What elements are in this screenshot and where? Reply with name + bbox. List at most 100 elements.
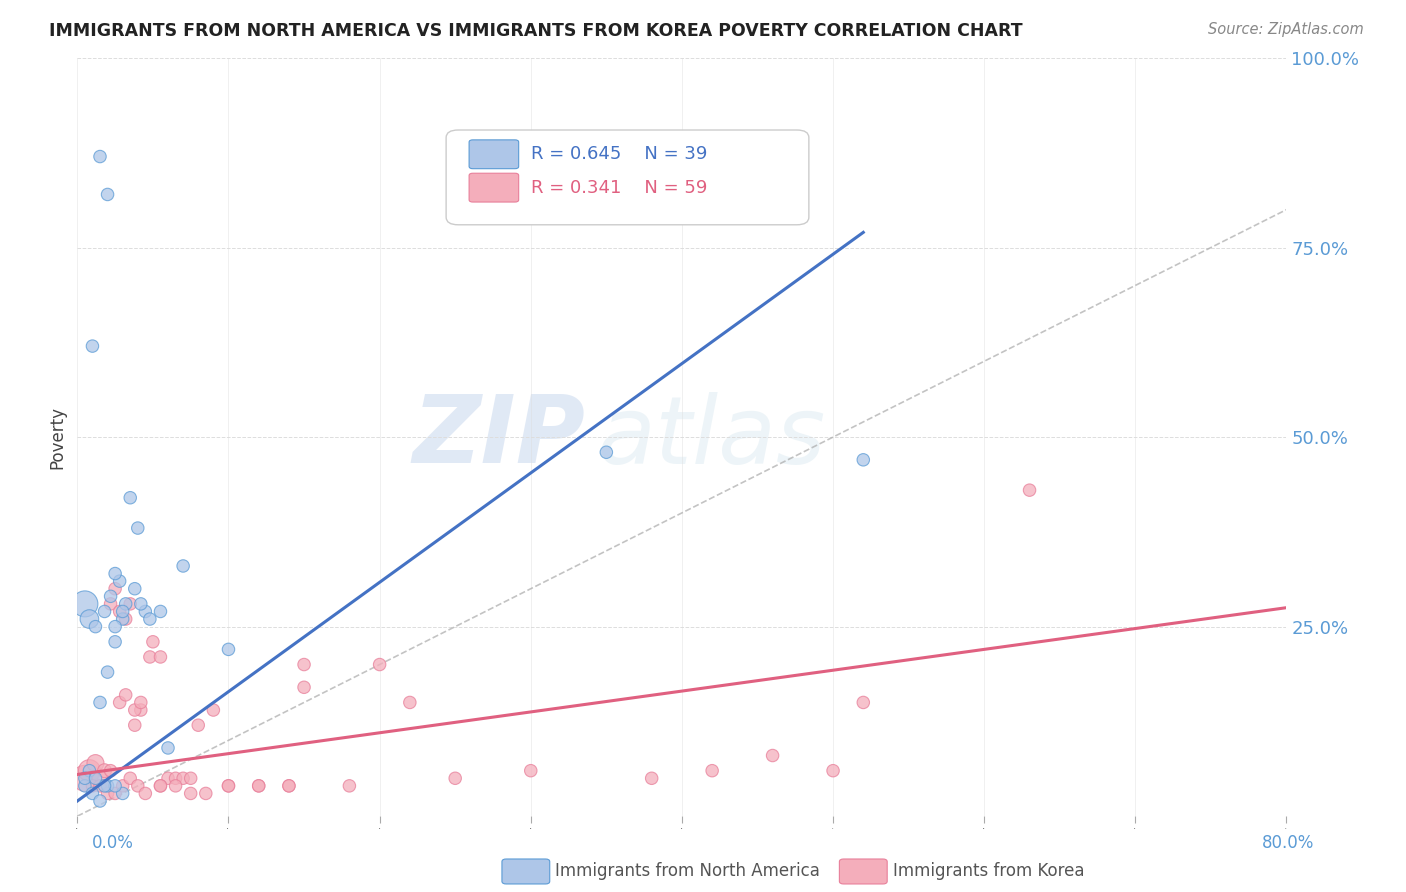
Text: Immigrants from North America: Immigrants from North America [555, 863, 820, 880]
Point [104, 566, 127, 581]
Point [82, 779, 104, 793]
Point [108, 696, 131, 710]
Point [157, 771, 180, 786]
Y-axis label: Poverty: Poverty [48, 406, 66, 468]
Point [194, 787, 217, 801]
Point [89, 779, 111, 793]
Point [149, 779, 172, 793]
Point [278, 779, 301, 793]
Text: Source: ZipAtlas.com: Source: ZipAtlas.com [1208, 22, 1364, 37]
Point [218, 779, 240, 793]
Point [139, 612, 162, 626]
Point [120, 491, 142, 505]
Point [96, 787, 118, 801]
Point [520, 764, 543, 778]
Point [73, 779, 96, 793]
Point [134, 787, 156, 801]
Text: atlas: atlas [598, 392, 825, 483]
Point [129, 696, 152, 710]
Point [218, 779, 240, 793]
Point [89, 771, 111, 786]
Text: Immigrants from Korea: Immigrants from Korea [893, 863, 1084, 880]
Point [114, 597, 136, 611]
Point [1018, 483, 1040, 498]
Point [111, 612, 134, 626]
Point [100, 764, 122, 778]
Point [73, 771, 96, 786]
Point [108, 574, 131, 589]
Point [444, 771, 467, 786]
Point [89, 794, 111, 808]
Point [218, 642, 240, 657]
Point [84, 771, 107, 786]
Point [84, 619, 107, 633]
Point [247, 779, 270, 793]
Point [124, 582, 146, 596]
Point [142, 635, 165, 649]
Point [368, 657, 391, 672]
Point [79, 764, 101, 778]
Text: IMMIGRANTS FROM NORTH AMERICA VS IMMIGRANTS FROM KOREA POVERTY CORRELATION CHART: IMMIGRANTS FROM NORTH AMERICA VS IMMIGRA… [49, 22, 1022, 40]
Point [73, 771, 96, 786]
Point [852, 453, 875, 467]
Point [124, 718, 146, 732]
Point [337, 779, 360, 793]
Point [127, 779, 149, 793]
Point [104, 619, 127, 633]
Point [93, 779, 115, 793]
Point [73, 597, 96, 611]
Point [111, 605, 134, 619]
Point [762, 748, 785, 763]
Text: 0.0%: 0.0% [91, 834, 134, 852]
Point [187, 718, 209, 732]
Point [104, 582, 127, 596]
Point [852, 696, 875, 710]
Point [93, 605, 115, 619]
Text: R = 0.645    N = 39: R = 0.645 N = 39 [531, 145, 707, 163]
Point [111, 787, 134, 801]
Point [104, 635, 127, 649]
Point [165, 771, 187, 786]
Point [127, 521, 149, 535]
Point [93, 764, 115, 778]
Point [82, 787, 104, 801]
Point [100, 590, 122, 604]
Point [84, 756, 107, 771]
Point [104, 787, 127, 801]
Point [79, 764, 101, 778]
Point [89, 149, 111, 164]
Point [641, 771, 664, 786]
Point [292, 680, 315, 694]
Point [89, 696, 111, 710]
FancyBboxPatch shape [446, 130, 808, 225]
Point [180, 787, 202, 801]
Point [821, 764, 844, 778]
Point [108, 605, 131, 619]
Point [129, 597, 152, 611]
Point [247, 779, 270, 793]
Point [165, 779, 187, 793]
Point [96, 665, 118, 680]
Point [114, 688, 136, 702]
Point [702, 764, 724, 778]
Point [149, 649, 172, 664]
Point [111, 779, 134, 793]
Point [149, 779, 172, 793]
Point [134, 605, 156, 619]
Point [595, 445, 617, 459]
Point [96, 187, 118, 202]
FancyBboxPatch shape [470, 140, 519, 169]
Text: R = 0.341    N = 59: R = 0.341 N = 59 [531, 178, 707, 196]
Point [120, 771, 142, 786]
Point [120, 597, 142, 611]
Point [157, 740, 180, 755]
Point [100, 597, 122, 611]
Point [278, 779, 301, 793]
Point [172, 558, 194, 573]
Point [149, 605, 172, 619]
Point [124, 703, 146, 717]
Point [202, 703, 225, 717]
Text: 80.0%: 80.0% [1263, 834, 1315, 852]
Point [180, 771, 202, 786]
Point [79, 612, 101, 626]
